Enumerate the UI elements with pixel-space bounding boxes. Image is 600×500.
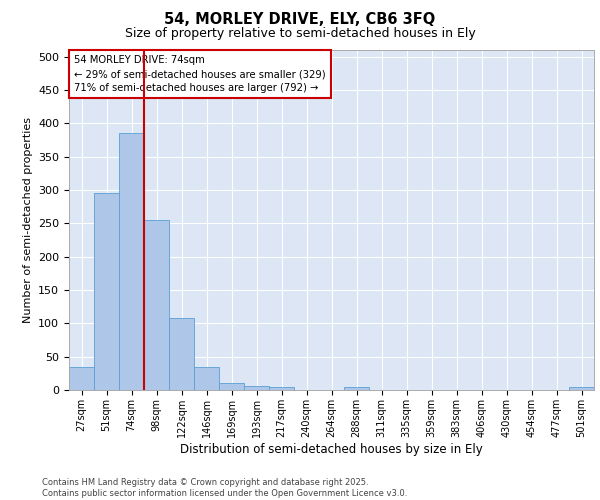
Bar: [119, 134, 144, 390]
Bar: [69, 366, 94, 390]
Bar: [144, 220, 169, 390]
Bar: [269, 388, 294, 390]
X-axis label: Distribution of semi-detached houses by size in Ely: Distribution of semi-detached houses by …: [180, 442, 483, 456]
Bar: [94, 194, 119, 390]
Bar: [169, 318, 194, 390]
Y-axis label: Number of semi-detached properties: Number of semi-detached properties: [23, 117, 32, 323]
Text: Contains HM Land Registry data © Crown copyright and database right 2025.
Contai: Contains HM Land Registry data © Crown c…: [42, 478, 407, 498]
Text: Size of property relative to semi-detached houses in Ely: Size of property relative to semi-detach…: [125, 28, 475, 40]
Bar: [244, 386, 269, 390]
Bar: [569, 388, 594, 390]
Bar: [194, 366, 219, 390]
Bar: [344, 388, 369, 390]
Bar: [219, 384, 244, 390]
Text: 54, MORLEY DRIVE, ELY, CB6 3FQ: 54, MORLEY DRIVE, ELY, CB6 3FQ: [164, 12, 436, 28]
Text: 54 MORLEY DRIVE: 74sqm
← 29% of semi-detached houses are smaller (329)
71% of se: 54 MORLEY DRIVE: 74sqm ← 29% of semi-det…: [74, 55, 326, 93]
